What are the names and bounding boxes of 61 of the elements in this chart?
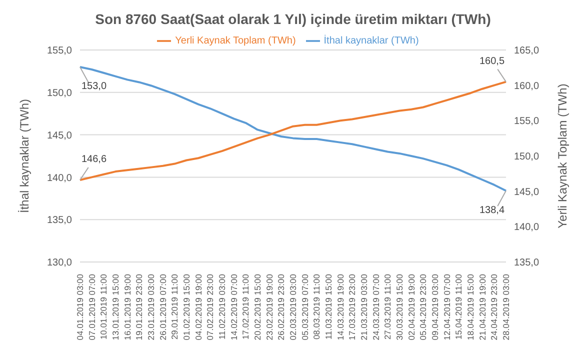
- y2-axis-title: Yerli Kaynak Toplam (TWh): [555, 84, 570, 228]
- chart-title: Son 8760 Saat(Saat olarak 1 Yıl) içinde üretim miktarı (TWh): [94, 10, 492, 29]
- x-tick-label: 30.03.2019 15:00: [394, 274, 404, 340]
- y2-tick-label: 135,0: [514, 258, 540, 269]
- x-tick-label: 14.02.2019 07:00: [228, 274, 239, 340]
- x-tick-label: 01.02.2019 15:00: [182, 274, 192, 340]
- x-tick-label: 13.01.2019 15:00: [110, 274, 120, 340]
- data-label: 160,5: [479, 56, 505, 67]
- line-series: [79, 66, 507, 192]
- y2-tick-label: 155,0: [514, 116, 540, 128]
- line-series: [79, 80, 507, 182]
- x-tick-label: 24.04.2019 23:00: [489, 274, 500, 340]
- x-tick-label: 26.02.2019 23:00: [276, 274, 286, 340]
- y2-tick-label: 165,0: [514, 46, 540, 57]
- y-tick-label: 150,0: [46, 88, 72, 99]
- x-tick-label: 02.04.2019 19:00: [406, 274, 416, 340]
- x-tick-label: 23.01.2019 03:00: [146, 274, 156, 340]
- x-tick-label: 10.01.2019 11:00: [98, 274, 109, 340]
- x-tick-label: 05.03.2019 07:00: [300, 274, 310, 340]
- y2-tick-label: 140,0: [514, 222, 540, 234]
- x-tick-label: 07.02.2019 23:00: [205, 274, 216, 340]
- x-tick-label: 19.01.2019 23:00: [134, 274, 144, 340]
- data-label: 138,4: [479, 204, 505, 216]
- y2-tick-label: 160,0: [514, 80, 540, 92]
- x-tick-label: 04.02.2019 19:00: [193, 274, 204, 340]
- y-tick-label: 130,0: [46, 258, 72, 269]
- x-tick-label: 14.03.2019 19:00: [335, 274, 346, 340]
- y-tick-label: 135,0: [46, 215, 72, 226]
- data-label: 146,6: [81, 154, 107, 166]
- x-tick-label: 21.04.2019 19:00: [477, 274, 488, 340]
- x-tick-label: 21.03.2019 03:00: [359, 274, 369, 340]
- y-tick-label: 145,0: [46, 130, 72, 142]
- x-tick-label: 11.02.2019 03:00: [217, 274, 227, 340]
- x-tick-label: 17.02.2019 11:00: [240, 274, 251, 340]
- x-tick-label: 15.04.2019 11:00: [454, 274, 464, 340]
- x-tick-label: 29.01.2019 11:00: [170, 274, 180, 340]
- x-tick-label: 24.03.2019 07:00: [370, 274, 381, 340]
- x-tick-label: 05.04.2019 23:00: [418, 274, 428, 340]
- x-tick-label: 16.01.2019 19:00: [122, 274, 132, 340]
- x-tick-label: 09.04.2019 03:00: [430, 274, 440, 340]
- y2-tick-label: 150,0: [514, 152, 540, 163]
- x-tick-label: 28.04.2019 03:00: [501, 274, 511, 340]
- legend-label: İthal kaynaklar (TWh): [324, 36, 419, 47]
- x-tick-label: 02.03.2019 03:00: [288, 274, 298, 340]
- x-tick-label: 12.04.2019 07:00: [442, 274, 452, 340]
- y2-tick-label: 145,0: [514, 186, 540, 198]
- legend-label: Yerli Kaynak Toplam (TWh): [175, 36, 296, 47]
- x-tick-label: 04.01.2019 03:00: [75, 274, 85, 340]
- x-tick-label: 20.02.2019 15:00: [252, 274, 262, 340]
- x-tick-label: 26.01.2019 07:00: [158, 274, 168, 340]
- data-label: 153,0: [81, 80, 107, 92]
- y-tick-label: 140,0: [46, 172, 72, 184]
- x-tick-label: 18.04.2019 15:00: [466, 274, 476, 340]
- y-axis-title: İthal kaynaklar (TWh): [17, 98, 32, 214]
- x-tick-label: 11.03.2019 15:00: [324, 274, 334, 340]
- y-tick-label: 155,0: [46, 46, 72, 57]
- x-tick-label: 08.03.2019 11:00: [312, 274, 322, 340]
- x-tick-label: 07.01.2019 07:00: [86, 274, 97, 340]
- x-tick-label: 27.03.2019 11:00: [382, 274, 393, 340]
- x-tick-label: 17.03.2019 23:00: [347, 274, 358, 340]
- x-tick-label: 23.02.2019 19:00: [264, 274, 274, 340]
